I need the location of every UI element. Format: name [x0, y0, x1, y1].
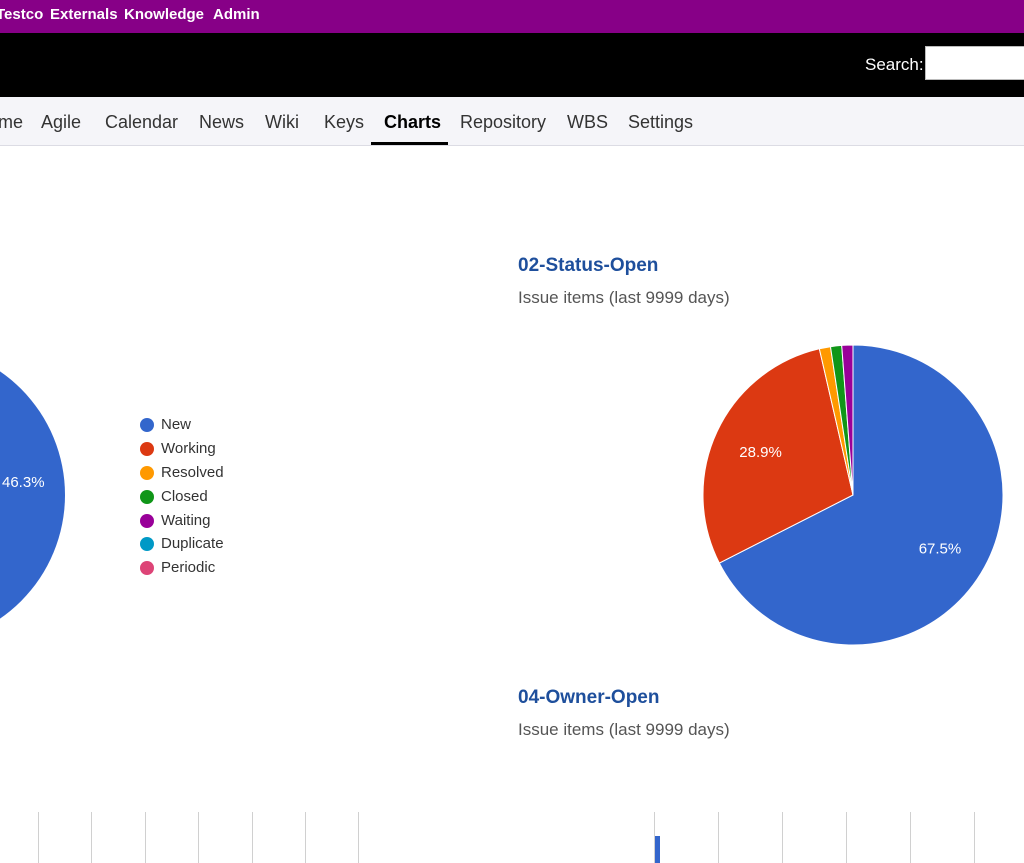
status-open-pie-chart: 67.5% 28.9% [702, 344, 1004, 646]
pie-slice-new [0, 371, 65, 619]
pie-slice-label: 67.5% [919, 540, 962, 557]
chart-title-owner-open[interactable]: 04-Owner-Open [518, 687, 660, 708]
search-label: Search: [865, 55, 924, 74]
bar-mark [655, 836, 660, 863]
tab-wiki[interactable]: Wiki [265, 112, 299, 132]
chart-subtitle-owner-open: Issue items (last 9999 days) [518, 720, 730, 739]
header-bar: Search: [0, 33, 1024, 97]
tab-charts[interactable]: Charts [384, 112, 442, 132]
pie-slice-waiting[interactable] [841, 344, 854, 496]
tab-home[interactable]: me [0, 112, 24, 132]
pie-slice-working[interactable] [702, 348, 854, 564]
legend-label: Waiting [161, 512, 211, 529]
topnav-link-externals[interactable]: Externals [50, 6, 118, 23]
legend-label: Resolved [161, 464, 224, 481]
tab-calendar[interactable]: Calendar [105, 112, 179, 132]
legend-swatch [140, 418, 154, 432]
pie-slice-label: 28.9% [739, 444, 782, 461]
legend-label: Duplicate [161, 535, 224, 552]
search-input[interactable] [925, 46, 1024, 80]
tab-settings[interactable]: Settings [628, 112, 694, 132]
active-tab-indicator [371, 142, 448, 145]
topnav-link-admin[interactable]: Admin [213, 6, 260, 23]
legend-label: New [161, 416, 192, 433]
legend-swatch [140, 537, 154, 551]
left-pie-chart: 46.3% [0, 371, 65, 619]
tab-agile[interactable]: Agile [41, 112, 82, 132]
tab-wbs[interactable]: WBS [567, 112, 609, 132]
legend-swatch [140, 442, 154, 456]
legend-swatch [140, 466, 154, 480]
chart-subtitle-status-open: Issue items (last 9999 days) [518, 288, 730, 307]
legend-label: Closed [161, 488, 208, 505]
project-tab-nav: me Agile Calendar News Wiki Keys Charts … [0, 97, 1024, 146]
top-nav-bar: Testco Externals Knowledge Admin [0, 0, 1024, 33]
chart-title-status-open[interactable]: 02-Status-Open [518, 255, 659, 276]
legend-swatch [140, 561, 154, 575]
tab-keys[interactable]: Keys [324, 112, 365, 132]
topnav-link-testco[interactable]: Testco [0, 6, 44, 23]
tab-repository[interactable]: Repository [460, 112, 547, 132]
legend-label: Periodic [161, 559, 216, 576]
pie-slice-label: 46.3% [2, 474, 45, 491]
tab-news[interactable]: News [199, 112, 245, 132]
legend-swatch [140, 514, 154, 528]
topnav-link-knowledge[interactable]: Knowledge [124, 6, 205, 23]
owner-open-chart-area [38, 812, 975, 863]
legend-label: Working [161, 440, 216, 457]
legend-swatch [140, 490, 154, 504]
pie-slice-new[interactable] [718, 344, 1004, 646]
